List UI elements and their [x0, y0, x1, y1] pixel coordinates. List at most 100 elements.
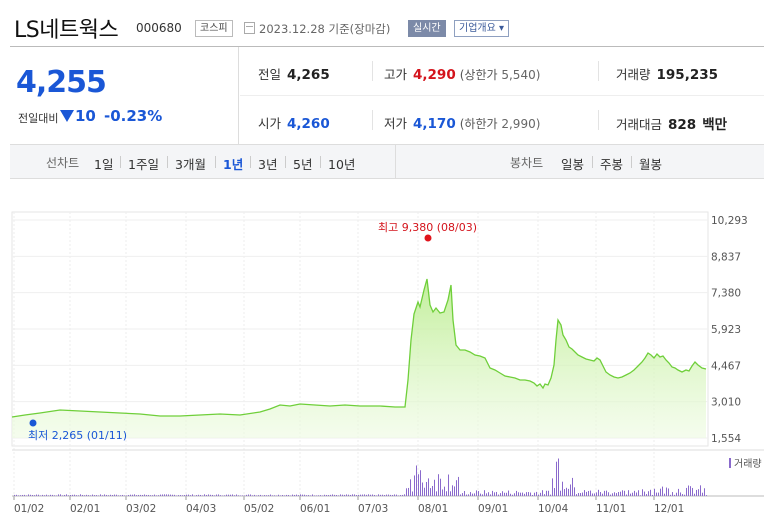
- volume-bar: [134, 494, 135, 496]
- volume-bar: [216, 494, 217, 496]
- volume-bar: [494, 492, 495, 496]
- volume-stat: 거래량 195,235: [616, 67, 719, 83]
- period-1w[interactable]: 1주일: [128, 157, 159, 172]
- volume-bar: [106, 494, 107, 496]
- volume-bar: [158, 495, 159, 496]
- volume-bar: [156, 495, 157, 496]
- volume-bar: [704, 488, 705, 496]
- volume-bar: [222, 495, 223, 496]
- volume-bar: [654, 488, 655, 496]
- volume-bar: [148, 494, 149, 496]
- volume-bar: [620, 491, 621, 496]
- volume-bar: [576, 494, 577, 496]
- volume-bar: [426, 481, 427, 496]
- volume-bar: [160, 494, 161, 496]
- period-5y[interactable]: 5년: [293, 157, 313, 172]
- volume-bar: [318, 495, 319, 496]
- volume-bar: [24, 494, 25, 496]
- volume-bar: [96, 495, 97, 496]
- period-3m[interactable]: 3개월: [175, 157, 206, 172]
- candle-daily[interactable]: 일봉: [561, 157, 585, 172]
- volume-bar: [72, 494, 73, 496]
- volume-bar: [570, 484, 571, 496]
- volume-bar: [26, 495, 27, 496]
- volume-bar: [108, 495, 109, 496]
- volume-legend-swatch: [729, 458, 731, 468]
- volume-bar: [398, 495, 399, 496]
- realtime-button[interactable]: 실시간: [408, 20, 446, 37]
- volume-bar: [92, 494, 93, 496]
- volume-bar: [342, 494, 343, 496]
- x-tick-label: 04/03: [186, 503, 216, 515]
- volume-bar: [410, 479, 411, 496]
- x-tick-label: 09/01: [478, 503, 508, 515]
- volume-bar: [588, 490, 589, 496]
- divider: [320, 156, 321, 168]
- volume-bar: [256, 495, 257, 496]
- volume-bar: [600, 492, 601, 496]
- volume-bar: [460, 494, 461, 496]
- volume-bar: [480, 493, 481, 496]
- volume-bar: [586, 491, 587, 496]
- low-point-marker: [29, 419, 37, 427]
- candle-monthly[interactable]: 월봉: [639, 157, 663, 172]
- volume-bar: [180, 495, 181, 496]
- volume-bar: [692, 487, 693, 496]
- volume-bar: [678, 488, 679, 496]
- volume-bar: [276, 495, 277, 496]
- volume-bar: [578, 493, 579, 496]
- period-10y[interactable]: 10년: [328, 157, 356, 172]
- y-tick-label: 5,923: [711, 324, 741, 336]
- volume-bar: [140, 494, 141, 496]
- volume-bar: [268, 495, 269, 496]
- volume-bar: [374, 494, 375, 496]
- volume-bar: [102, 495, 103, 496]
- volume-bar: [320, 495, 321, 496]
- volume-bar: [150, 495, 151, 496]
- volume-bar: [186, 494, 187, 496]
- volume-bar: [568, 488, 569, 496]
- volume-bar: [170, 494, 171, 496]
- volume-bar: [546, 490, 547, 496]
- volume-bar: [286, 494, 287, 496]
- volume-bar: [274, 495, 275, 496]
- volume-bar: [266, 495, 267, 496]
- volume-bar: [698, 489, 699, 496]
- volume-bar: [230, 494, 231, 496]
- volume-bar: [290, 495, 291, 496]
- volume-bar: [448, 474, 449, 496]
- volume-bar: [264, 495, 265, 496]
- volume-bar: [376, 495, 377, 496]
- volume-bar: [88, 495, 89, 496]
- volume-bar: [294, 494, 295, 496]
- volume-bar: [676, 492, 677, 496]
- volume-bar: [372, 494, 373, 496]
- base-date: 2023.12.28 기준(장마감): [259, 22, 391, 36]
- calendar-icon: [244, 22, 255, 34]
- volume-bar: [76, 495, 77, 496]
- volume-bar: [56, 495, 57, 496]
- volume-bar: [370, 494, 371, 496]
- volume-bar: [406, 488, 407, 496]
- volume-bar: [552, 478, 553, 496]
- volume-bar: [414, 475, 415, 496]
- volume-bar: [144, 494, 145, 496]
- volume-bar: [198, 494, 199, 496]
- volume-bar: [36, 494, 37, 496]
- volume-bar: [396, 494, 397, 496]
- volume-bar: [34, 495, 35, 496]
- candle-weekly[interactable]: 주봉: [600, 157, 624, 172]
- period-1y[interactable]: 1년: [223, 157, 244, 172]
- period-1d[interactable]: 1일: [94, 157, 114, 172]
- volume-bar: [300, 494, 301, 496]
- volume-bar: [196, 495, 197, 496]
- volume-bar: [516, 490, 517, 496]
- volume-bar: [402, 494, 403, 496]
- volume-bar: [444, 486, 445, 496]
- volume-bar: [66, 494, 67, 496]
- volume-bar: [606, 490, 607, 496]
- company-info-dropdown[interactable]: 기업개요 ▾: [454, 20, 509, 37]
- period-3y[interactable]: 3년: [258, 157, 278, 172]
- volume-bar: [618, 492, 619, 496]
